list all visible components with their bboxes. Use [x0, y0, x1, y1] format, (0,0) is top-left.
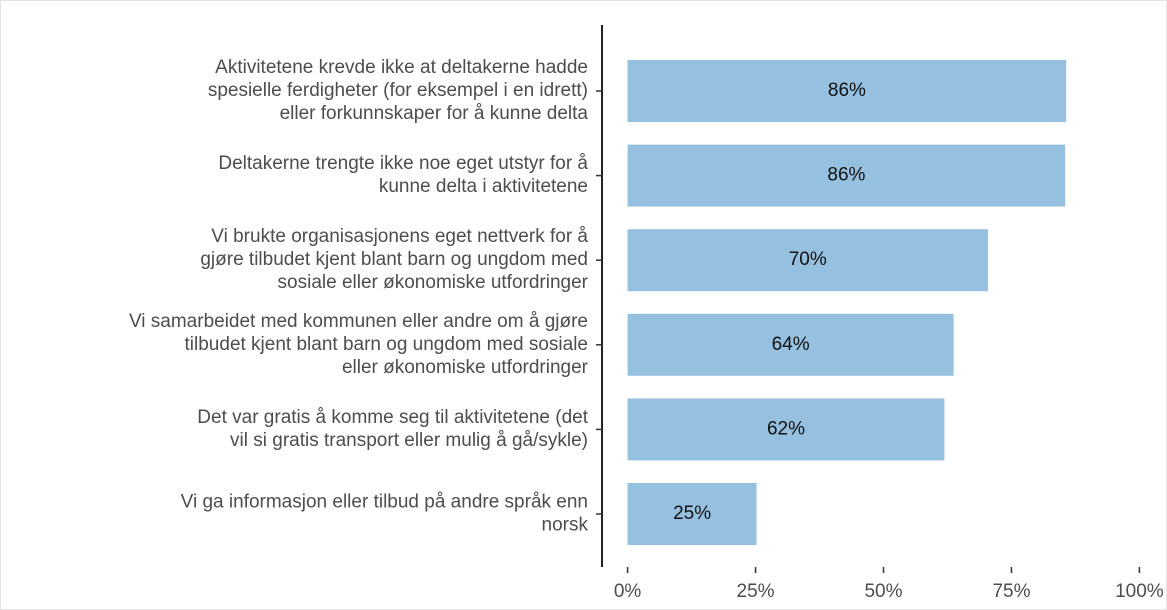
value-label: 86% [828, 80, 866, 101]
label-line: Aktivitetene krevde ikke at deltakerne h… [215, 57, 588, 78]
value-label: 86% [827, 165, 865, 186]
x-tick-label: 25% [737, 581, 775, 602]
bar [627, 313, 954, 376]
y-tick-label: Vi samarbeidet med kommunen eller andre … [129, 311, 589, 378]
label-line: norsk [542, 515, 589, 536]
label-line: Vi ga informasjon eller tilbud på andre … [181, 492, 588, 513]
value-label: 64% [772, 334, 810, 355]
x-tick-label: 100% [1115, 581, 1164, 602]
label-line: Det var gratis å komme seg til aktivitet… [197, 407, 588, 428]
y-tick-label: Deltakerne trengte ikke noe eget utstyr … [218, 153, 588, 197]
bar [627, 398, 945, 461]
bar [627, 60, 1067, 122]
label-line: eller økonomiske utfordringer [342, 357, 589, 378]
x-tick-label: 75% [992, 581, 1030, 602]
x-tick-label: 0% [614, 581, 642, 602]
label-line: kunne delta i aktivitetene [379, 176, 588, 197]
label-line: Vi samarbeidet med kommunen eller andre … [129, 311, 588, 332]
value-label: 25% [673, 503, 711, 524]
label-line: gjøre tilbudet kjent blant barn og ungdo… [200, 249, 588, 270]
value-label: 62% [767, 418, 805, 439]
label-line: tilbudet kjent blant barn og ungdom med … [185, 334, 588, 355]
label-line: Vi brukte organisasjonens eget nettverk … [211, 226, 588, 247]
label-line: sosiale eller økonomiske utfordringer [278, 272, 589, 293]
bar [627, 483, 757, 545]
label-line: spesielle ferdigheter (for eksempel i en… [208, 80, 588, 101]
value-label: 70% [789, 249, 827, 270]
y-tick-label: Vi brukte organisasjonens eget nettverk … [200, 226, 588, 293]
bar [627, 229, 988, 292]
y-tick-label: Det var gratis å komme seg til aktivitet… [197, 407, 588, 451]
y-tick-label: Vi ga informasjon eller tilbud på andre … [181, 492, 589, 536]
y-tick-label: Aktivitetene krevde ikke at deltakerne h… [208, 57, 589, 124]
label-line: eller forkunnskaper for å kunne delta [280, 103, 589, 124]
label-line: vil si gratis transport eller mulig å gå… [230, 430, 588, 451]
x-tick-label: 50% [864, 581, 902, 602]
label-line: Deltakerne trengte ikke noe eget utstyr … [218, 153, 588, 174]
bar [627, 144, 1066, 207]
